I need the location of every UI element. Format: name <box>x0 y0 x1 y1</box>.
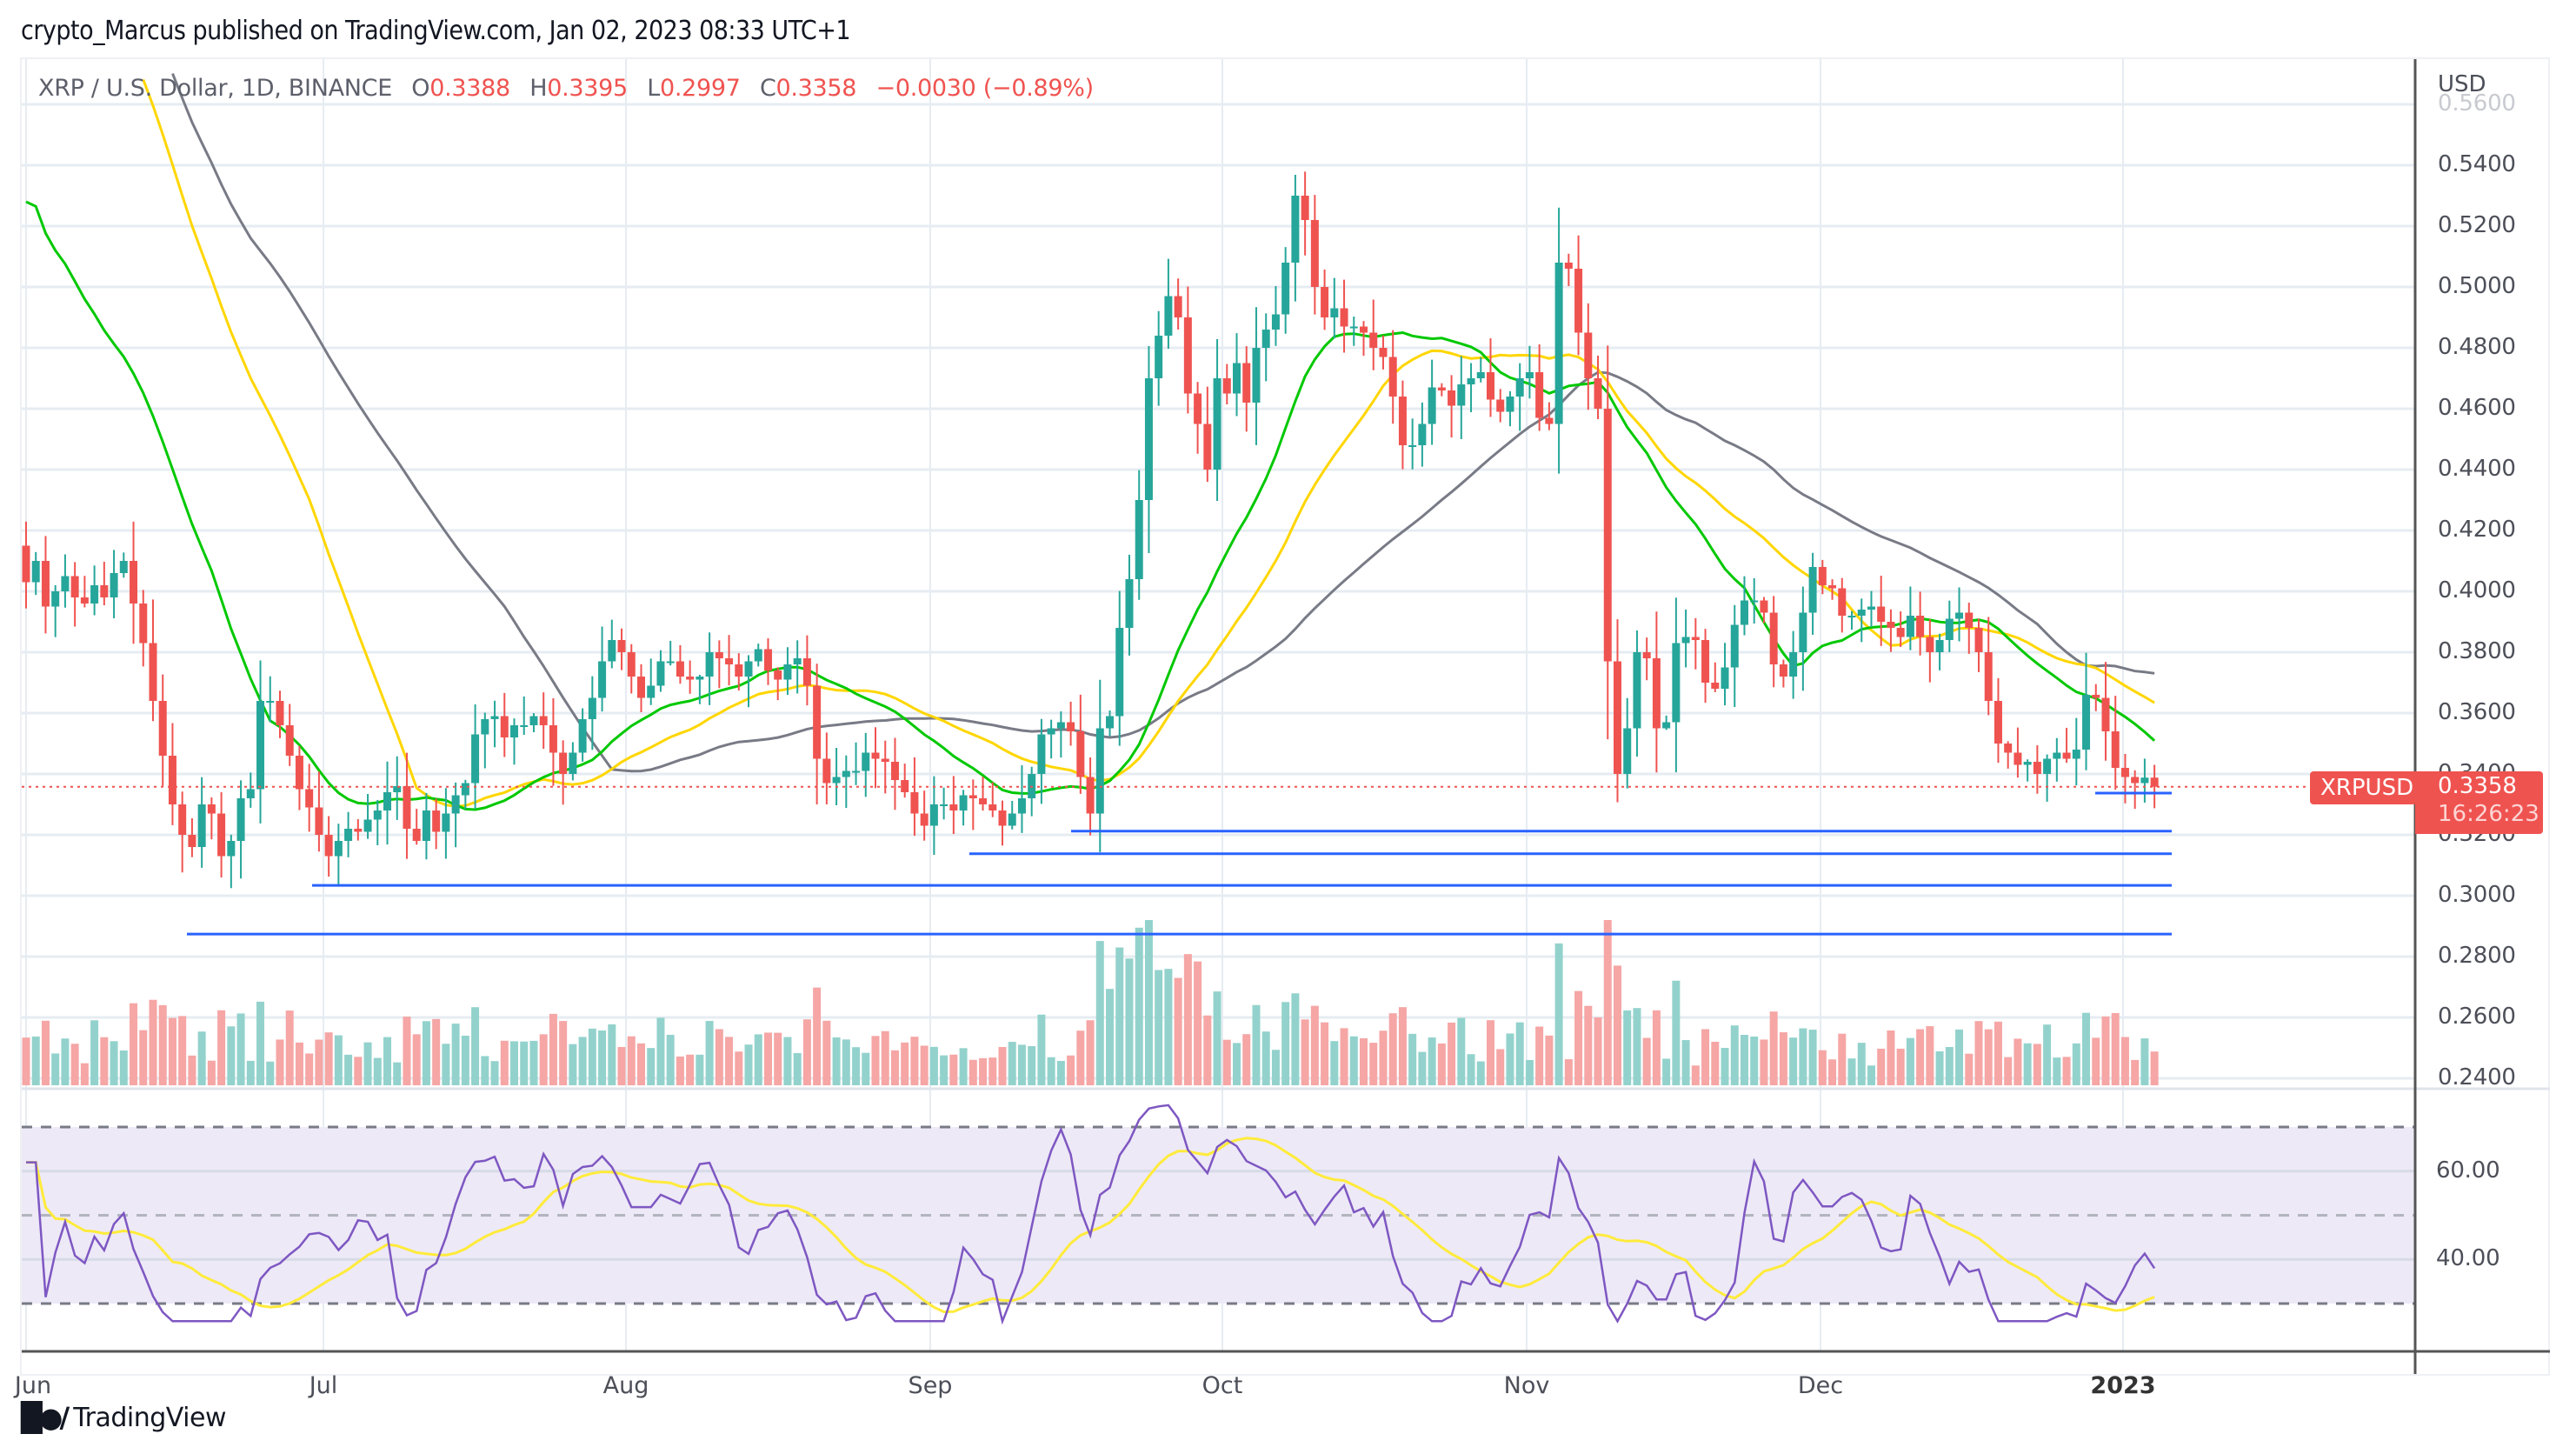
date-tick: Jun <box>14 1372 52 1399</box>
last-price-value: 0.3358 <box>2438 773 2517 799</box>
price-tick: 0.4200 <box>2438 517 2516 543</box>
price-tick: 0.5400 <box>2438 151 2516 177</box>
publisher-line: crypto_Marcus published on TradingView.c… <box>21 16 851 46</box>
tradingview-logo-icon: █●∕ <box>21 1401 70 1434</box>
low-value: 0.2997 <box>659 75 741 102</box>
price-tick: 0.4400 <box>2438 456 2516 482</box>
open-key: O <box>411 75 430 102</box>
change-value: −0.0030 (−0.89%) <box>875 75 1095 102</box>
symbol-price-tag: XRPUSD <box>2310 771 2425 804</box>
chart-frame[interactable] <box>20 57 2550 1376</box>
date-tick: Jul <box>309 1372 338 1399</box>
price-tick: 0.5600 <box>2438 90 2516 117</box>
date-tick: Oct <box>1201 1372 1243 1399</box>
price-tick: 0.3000 <box>2438 882 2516 908</box>
bar-countdown: 16:26:23 <box>2438 801 2539 827</box>
rsi-tick: 60.00 <box>2436 1157 2500 1184</box>
symbol-legend: XRP / U.S. Dollar, 1D, BINANCE O0.3388 H… <box>38 75 1094 102</box>
date-tick: Sep <box>908 1372 953 1399</box>
currency-label: USD <box>2438 71 2486 97</box>
date-tick: Aug <box>602 1372 649 1399</box>
close-value: 0.3358 <box>775 75 857 102</box>
open-value: 0.3388 <box>429 75 510 102</box>
price-tick: 0.4800 <box>2438 334 2516 360</box>
high-value: 0.3395 <box>547 75 628 102</box>
price-tick: 0.4000 <box>2438 577 2516 604</box>
date-tick: Dec <box>1797 1372 1844 1399</box>
price-tick: 0.2800 <box>2438 943 2516 969</box>
date-tick: Nov <box>1503 1372 1550 1399</box>
low-key: L <box>647 75 660 102</box>
symbol-title: XRP / U.S. Dollar, 1D, BINANCE <box>38 75 392 102</box>
price-tick: 0.4600 <box>2438 395 2516 421</box>
price-tick: 0.5200 <box>2438 212 2516 238</box>
rsi-tick: 40.00 <box>2436 1245 2500 1272</box>
tradingview-logo[interactable]: █●∕ TradingView <box>21 1400 226 1435</box>
date-tick: 2023 <box>2090 1372 2156 1399</box>
tradingview-wordmark: TradingView <box>73 1402 226 1433</box>
high-key: H <box>529 75 548 102</box>
close-key: C <box>759 75 776 102</box>
price-tick: 0.2600 <box>2438 1004 2516 1030</box>
last-price-badge: 0.3358 16:26:23 <box>2415 771 2543 834</box>
price-tick: 0.5000 <box>2438 273 2516 299</box>
price-tick: 0.2400 <box>2438 1064 2516 1090</box>
price-tick: 0.3600 <box>2438 699 2516 725</box>
price-tick: 0.3800 <box>2438 638 2516 664</box>
